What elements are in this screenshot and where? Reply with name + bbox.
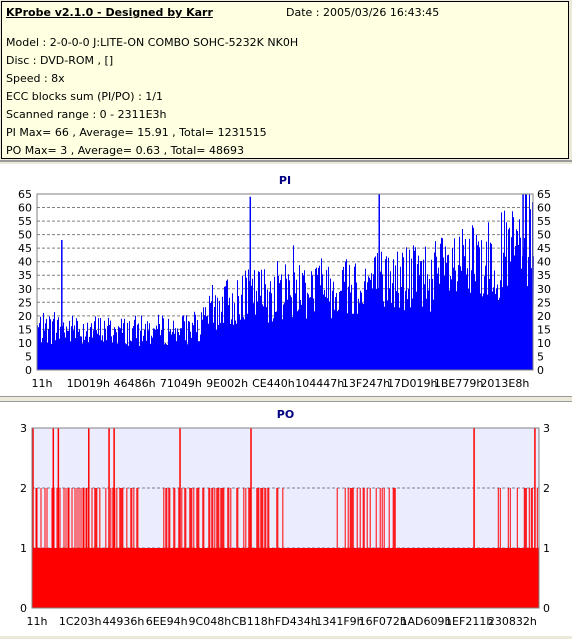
x-tick-label: 13F247h xyxy=(342,377,390,390)
pi-series-area xyxy=(37,194,534,370)
x-tick-label: CB118h xyxy=(231,615,274,628)
y-tick-label-right: 30 xyxy=(537,283,551,296)
y-tick-label-right: 2 xyxy=(543,482,550,495)
y-tick-label-right: 15 xyxy=(537,323,551,336)
x-tick-label: 1341F9h xyxy=(315,615,363,628)
y-tick-label-right: 60 xyxy=(537,202,551,215)
scan-date: Date : 2005/03/26 16:43:45 xyxy=(286,6,440,19)
y-tick-label-right: 20 xyxy=(537,310,551,323)
x-tick-label: 71049h xyxy=(160,377,202,390)
x-tick-label: 104447h xyxy=(295,377,344,390)
y-tick-label-right: 50 xyxy=(537,229,551,242)
y-tick-label-right: 10 xyxy=(537,337,551,350)
y-tick-label-right: 35 xyxy=(537,269,551,282)
y-tick-label-right: 65 xyxy=(537,188,551,201)
y-tick-label-left: 3 xyxy=(20,422,27,435)
x-tick-label: 9C048h xyxy=(189,615,232,628)
y-tick-label-left: 10 xyxy=(18,337,32,350)
x-tick-label: 16F072h xyxy=(359,615,407,628)
y-tick-label-left: 35 xyxy=(18,269,32,282)
x-tick-label: 230832h xyxy=(488,615,537,628)
chart-title: PO xyxy=(277,408,294,421)
y-tick-label-left: 40 xyxy=(18,256,32,269)
y-tick-label-left: 45 xyxy=(18,242,32,255)
y-tick-label-left: 55 xyxy=(18,215,32,228)
chart-title: PI xyxy=(279,174,291,187)
x-tick-label: 9E002h xyxy=(206,377,248,390)
y-tick-label-right: 25 xyxy=(537,296,551,309)
y-tick-label-left: 0 xyxy=(25,364,32,377)
y-tick-label-left: 1 xyxy=(20,542,27,555)
range-line: Scanned range : 0 - 2311E3h xyxy=(6,108,167,121)
y-tick-label-right: 0 xyxy=(537,364,544,377)
x-tick-label: 1D019h xyxy=(67,377,110,390)
y-tick-label-right: 0 xyxy=(543,602,550,615)
x-tick-label: 1EF211h xyxy=(445,615,493,628)
divider xyxy=(0,396,572,402)
y-tick-label-left: 60 xyxy=(18,202,32,215)
y-tick-label-left: 20 xyxy=(18,310,32,323)
x-tick-label: 46486h xyxy=(114,377,156,390)
y-tick-label-right: 55 xyxy=(537,215,551,228)
x-tick-label: 1AD609h xyxy=(400,615,451,628)
y-tick-label-left: 2 xyxy=(20,482,27,495)
x-tick-label: 1C203h xyxy=(59,615,102,628)
x-tick-label: 44936h xyxy=(102,615,144,628)
po-chart: PO 0 0 1 1 2 2 3 3 11h 1C203h 44936h 6EE94h 9C048h CB1… xyxy=(0,402,572,636)
plot-border xyxy=(36,193,534,371)
y-tick-label-right: 1 xyxy=(543,542,550,555)
info-panel: KProbe v2.1.0 - Designed by Karr Date : … xyxy=(1,1,569,159)
ecc-line: ECC blocks sum (PI/PO) : 1/1 xyxy=(6,90,163,103)
x-tick-label: 6EE94h xyxy=(146,615,188,628)
y-tick-label-left: 0 xyxy=(20,602,27,615)
model-line: Model : 2-0-0-0 J:LITE-ON COMBO SOHC-523… xyxy=(6,36,299,49)
y-tick-label-left: 50 xyxy=(18,229,32,242)
x-tick-label: 17D019h xyxy=(387,377,437,390)
y-tick-label-right: 45 xyxy=(537,242,551,255)
plot-border xyxy=(31,427,540,609)
y-tick-label-left: 15 xyxy=(18,323,32,336)
y-tick-label-left: 30 xyxy=(18,283,32,296)
x-tick-label: FD434h xyxy=(275,615,318,628)
divider xyxy=(0,160,572,162)
app-title: KProbe v2.1.0 - Designed by Karr xyxy=(6,6,213,19)
disc-line: Disc : DVD-ROM , [] xyxy=(6,54,114,67)
y-tick-label-right: 5 xyxy=(537,350,544,363)
x-tick-label: 11h xyxy=(32,377,53,390)
x-tick-label: CE440h xyxy=(252,377,295,390)
y-tick-label-right: 40 xyxy=(537,256,551,269)
x-tick-label: 11h xyxy=(27,615,48,628)
x-tick-label: 1BE779h xyxy=(434,377,483,390)
po-baseline-area xyxy=(32,548,539,608)
po-summary-line: PO Max= 3 , Average= 0.63 , Total= 48693 xyxy=(6,144,244,157)
x-tick-label: 2013E8h xyxy=(480,377,529,390)
speed-line: Speed : 8x xyxy=(6,72,65,85)
y-tick-label-left: 65 xyxy=(18,188,32,201)
y-tick-label-left: 25 xyxy=(18,296,32,309)
pi-summary-line: PI Max= 66 , Average= 15.91 , Total= 123… xyxy=(6,126,267,139)
po-chart-svg: PO 0 0 1 1 2 2 3 3 11h 1C203h 44936h 6EE94h 9C048h CB1… xyxy=(20,408,550,628)
y-tick-label-left: 5 xyxy=(25,350,32,363)
y-tick-label-right: 3 xyxy=(543,422,550,435)
pi-chart: PI 0 0 5 5 10 10 15 15 20 20 25 25 30 30 35 35 40 40 45 45 50… xyxy=(0,164,572,396)
